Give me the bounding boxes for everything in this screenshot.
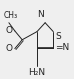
Text: N: N (37, 10, 44, 19)
Text: O: O (6, 26, 13, 35)
Text: CH₃: CH₃ (3, 11, 17, 20)
Text: S: S (55, 32, 61, 41)
Text: O: O (6, 44, 13, 53)
Text: =N: =N (56, 43, 70, 52)
Text: H₂N: H₂N (28, 68, 46, 77)
